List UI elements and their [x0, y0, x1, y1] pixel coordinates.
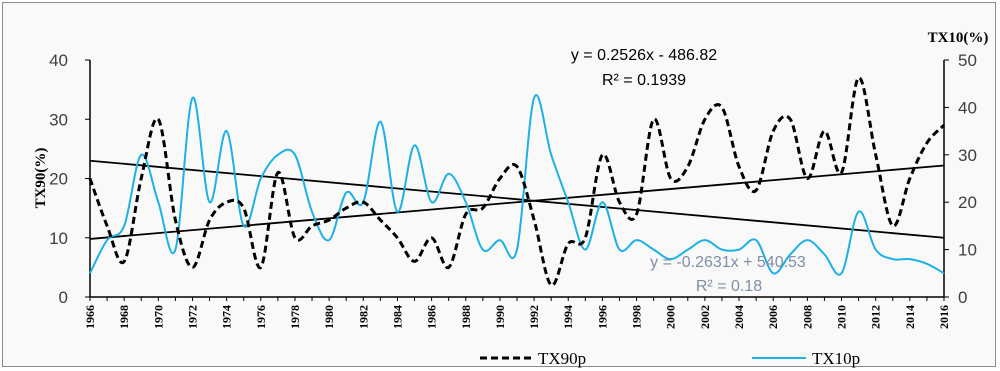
series-line-tx10p: [89, 94, 945, 276]
y-right-tick-label: 20: [958, 193, 977, 212]
legend: TX90p TX10p: [480, 349, 860, 368]
tx10-trend-equation: y = -0.2631x + 540.53: [650, 254, 806, 271]
trendlines: [89, 159, 945, 240]
x-tick-label: 1988: [459, 305, 473, 329]
x-tick-label: 2006: [766, 305, 780, 329]
chart-frame: [2, 2, 996, 367]
x-tick-label: 1972: [185, 305, 199, 329]
x-tick-label: 1970: [151, 305, 165, 329]
series-line-tx90p: [88, 76, 946, 287]
y-right-tick-label: 10: [958, 241, 977, 260]
x-tick-label: 2010: [835, 305, 849, 329]
x-tick-label: 1990: [493, 305, 507, 329]
x-tick-label: 1980: [322, 305, 336, 329]
y-left-tick-label: 30: [49, 110, 68, 129]
axes: [85, 59, 949, 301]
x-tick-label: 1998: [630, 305, 644, 329]
x-tick-label: 1984: [390, 305, 404, 329]
y-left-tick-label: 0: [59, 288, 68, 307]
y-left-axis-title: TX90(%): [33, 148, 49, 209]
tx90-trend-equation: y = 0.2526x - 486.82: [571, 47, 717, 64]
series-lines: [88, 76, 946, 287]
x-tick-label: 1966: [83, 305, 97, 329]
x-tick-label: 2014: [903, 305, 917, 329]
x-tick-label: 1994: [561, 305, 575, 329]
tx10-trend-r2: R² = 0.18: [696, 278, 762, 295]
y-left-tick-label: 40: [49, 51, 68, 70]
legend-label-tx90p: TX90p: [538, 349, 586, 368]
y-right-tick-label: 50: [958, 51, 977, 70]
legend-label-tx10p: TX10p: [812, 349, 860, 368]
trendline-tx90p: [89, 164, 945, 240]
x-tick-label: 2002: [698, 305, 712, 329]
y-right-tick-label: 40: [958, 98, 977, 117]
x-tick-label: 1982: [356, 305, 370, 329]
x-tick-label: 2000: [664, 305, 678, 329]
x-tick-label: 1992: [527, 305, 541, 329]
y-left-tick-label: 10: [49, 229, 68, 248]
x-tick-label: 2008: [800, 305, 814, 329]
x-tick-label: 1978: [288, 305, 302, 329]
x-tick-label: 1996: [595, 305, 609, 329]
x-tick-label: 2012: [869, 305, 883, 329]
x-tick-label: 1974: [220, 305, 234, 329]
x-tick-label: 2004: [732, 305, 746, 329]
y-right-axis-title: TX10(%): [928, 30, 989, 46]
x-tick-label: 2016: [937, 305, 951, 329]
x-tick-label: 1986: [425, 305, 439, 329]
tick-labels: 0 10 20 30 40 0 10 20 30 40 50 1966 1968 1970 1972 1974…: [49, 51, 977, 329]
trendline-tx10p: [89, 159, 945, 239]
y-right-tick-label: 30: [958, 146, 977, 165]
y-left-tick-label: 20: [49, 170, 68, 189]
x-tick-label: 1968: [117, 305, 131, 329]
y-right-tick-label: 0: [958, 288, 967, 307]
tx90-trend-r2: R² = 0.1939: [602, 72, 686, 89]
x-tick-label: 1976: [254, 305, 268, 329]
